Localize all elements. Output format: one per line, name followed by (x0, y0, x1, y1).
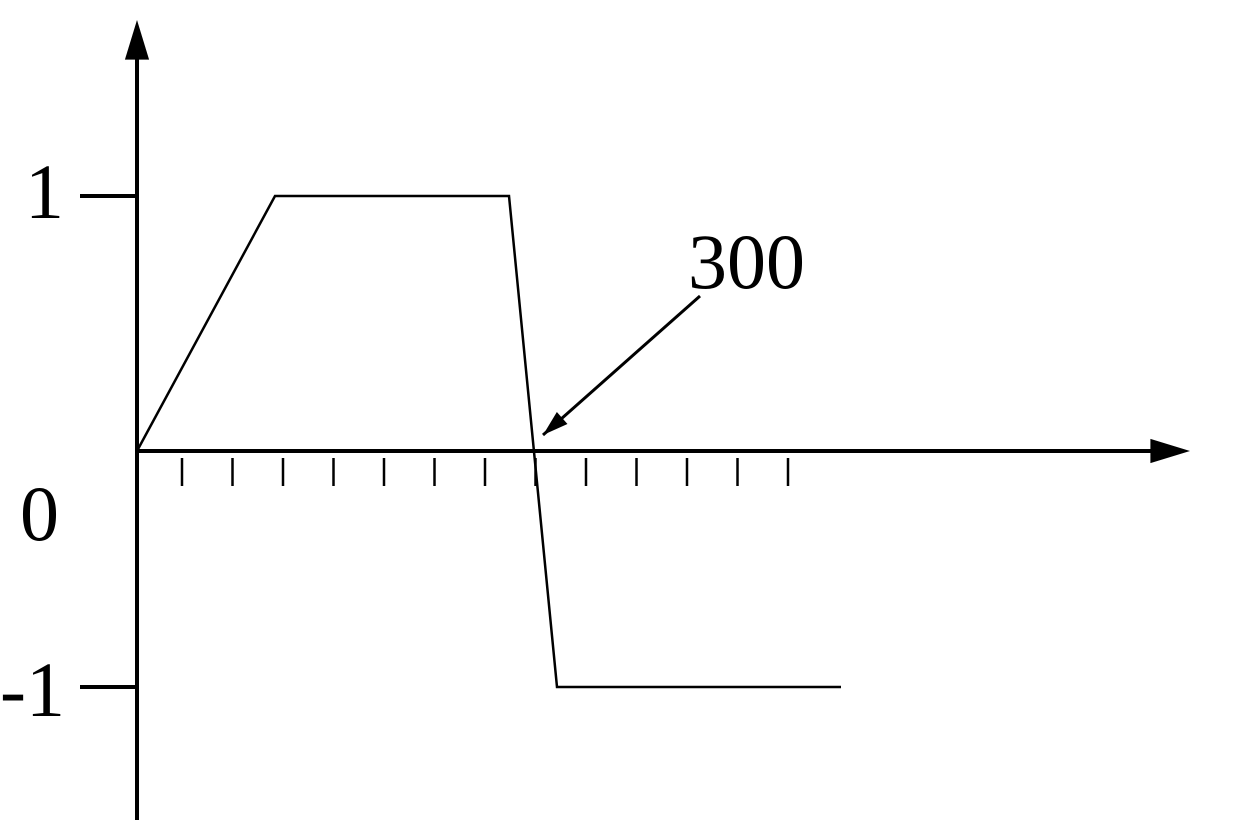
waveform-chart: 1 0 -1 300 (0, 0, 1239, 839)
y-label-minus-one: -1 (0, 646, 65, 733)
y-label-zero: 0 (20, 470, 59, 557)
annotation-label: 300 (688, 218, 805, 305)
y-label-plus-one: 1 (25, 148, 64, 235)
